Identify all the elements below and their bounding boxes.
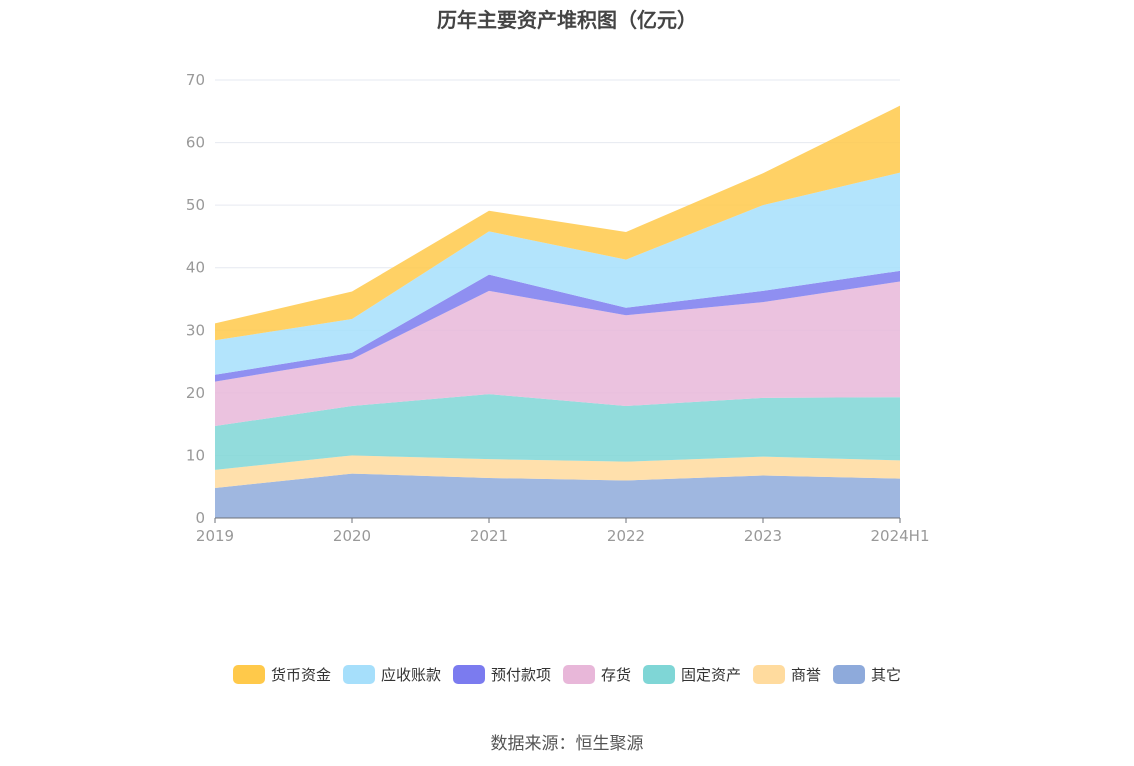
x-tick-label: 2020 [333,527,371,545]
legend-label: 商誉 [791,666,822,684]
y-tick-label: 70 [186,71,205,89]
data-source: 数据来源：恒生聚源 [490,734,644,754]
x-tick-label: 2023 [744,527,782,545]
legend-swatch [452,665,485,684]
legend-swatch [643,665,675,684]
area-series [215,105,900,341]
area-series [215,473,900,518]
legend-item[interactable]: 货币资金 [232,664,331,685]
legend-swatch [232,665,265,684]
legend-item[interactable]: 应收账款 [342,664,441,685]
x-tick-label: 2024H1 [871,527,930,545]
legend-label: 应收账款 [380,666,441,684]
legend-label: 其它 [871,666,902,684]
area-series [215,281,900,427]
y-tick-label: 0 [195,509,205,527]
y-tick-label: 30 [186,321,205,339]
legend-label: 货币资金 [270,666,331,684]
area-series [215,455,900,488]
legend-item[interactable]: 存货 [562,664,631,685]
legend-label: 固定资产 [681,666,742,684]
legend-label: 存货 [600,666,631,684]
y-tick-label: 20 [186,384,205,402]
chart-title: 历年主要资产堆积图（亿元） [437,8,697,32]
x-tick-label: 2019 [196,527,234,545]
area-series [215,394,900,470]
legend-item[interactable]: 商誉 [753,664,821,685]
legend-item[interactable]: 其它 [833,664,901,685]
legend: 货币资金 应收账款 预付款项 存货 固定资产 商誉 其它 [0,664,1134,685]
legend-swatch [342,665,375,684]
legend-item[interactable]: 预付款项 [452,664,551,685]
y-tick-label: 50 [186,196,205,214]
y-tick-label: 10 [186,446,205,464]
area-series [215,270,900,382]
x-tick-label: 2021 [470,527,508,545]
legend-swatch [753,665,786,684]
y-tick-label: 40 [186,259,205,277]
x-tick-label: 2022 [607,527,645,545]
area-series [215,172,900,375]
legend-swatch [562,665,595,684]
legend-swatch [833,665,866,684]
y-tick-label: 60 [186,134,205,152]
legend-label: 预付款项 [490,666,551,684]
legend-item[interactable]: 固定资产 [643,664,741,685]
